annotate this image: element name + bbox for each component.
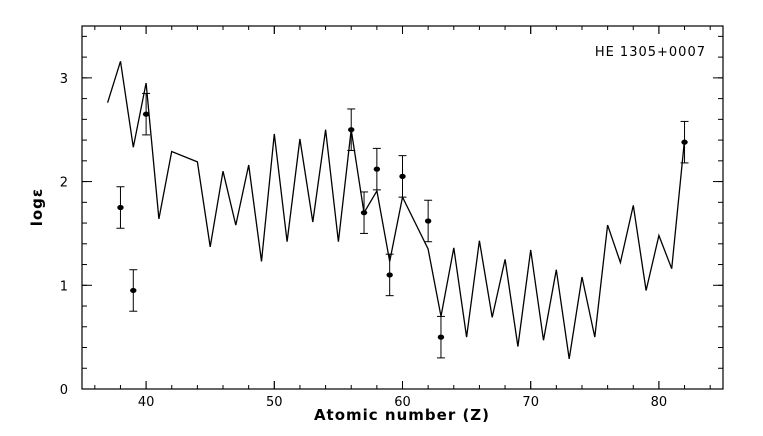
data-point: [436, 315, 445, 359]
point-marker: [399, 173, 406, 179]
y-tick-label: 0: [60, 383, 68, 398]
plot-frame: [81, 25, 724, 390]
y-tick-label: 2: [60, 176, 68, 191]
annotation-label: HE 1305+0007: [595, 45, 706, 60]
y-tick-label: 3: [60, 72, 68, 87]
point-marker: [437, 334, 445, 340]
x-tick-label: 80: [651, 395, 668, 410]
data-point: [142, 92, 151, 136]
ticks: [82, 26, 723, 390]
point-marker: [360, 210, 368, 216]
data-point: [360, 191, 369, 234]
point-marker: [373, 166, 381, 172]
x-tick-label: 70: [522, 395, 539, 410]
data-point: [680, 120, 689, 164]
data-point: [129, 269, 138, 312]
x-axis-label: Atomic number (Z): [314, 406, 490, 424]
data-point: [372, 147, 381, 191]
observed-points: [116, 92, 689, 359]
point-marker: [142, 111, 150, 117]
model-line: [106, 61, 686, 360]
data-point: [424, 199, 433, 243]
y-tick-label: 1: [60, 279, 68, 294]
y-axis-label: logε: [28, 188, 46, 227]
point-marker: [424, 218, 432, 224]
data-point: [385, 253, 394, 297]
x-tick-label: 40: [138, 395, 155, 410]
data-point: [116, 186, 125, 229]
point-marker: [348, 127, 355, 133]
x-tick-label: 60: [394, 395, 411, 410]
point-marker: [130, 287, 137, 294]
data-point: [347, 108, 356, 151]
x-tick-label: 50: [266, 395, 283, 410]
tick-labels: 40 50 60 70 80 0 1 2 3: [60, 72, 667, 410]
point-marker: [117, 204, 124, 211]
point-marker: [386, 272, 393, 278]
data-point: [398, 155, 407, 198]
point-marker: [681, 139, 688, 145]
